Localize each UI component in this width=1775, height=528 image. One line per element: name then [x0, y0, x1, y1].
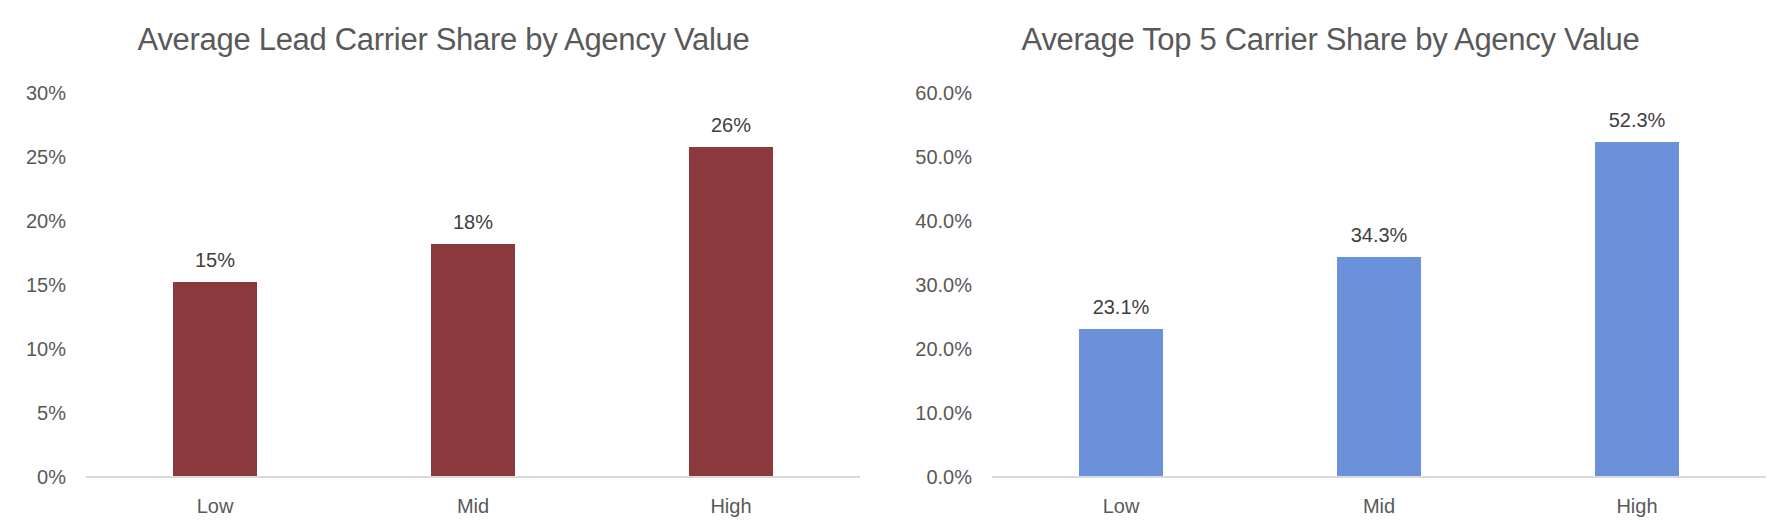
y-tick-label: 20.0% — [915, 337, 972, 361]
data-label-mid: 18% — [393, 211, 553, 233]
x-tick-label-high: High — [1616, 494, 1657, 518]
y-axis-labels: 60.0%50.0%40.0%30.0%20.0%10.0%0.0% — [887, 93, 972, 477]
y-tick-label: 60.0% — [915, 81, 972, 105]
bar-low — [173, 282, 257, 476]
bar-high — [689, 147, 773, 476]
x-tick-label-high: High — [710, 494, 751, 518]
bar-high — [1595, 142, 1679, 476]
x-tick-label-low: Low — [1103, 494, 1140, 518]
y-tick-label: 20% — [26, 209, 66, 233]
x-axis-line — [992, 476, 1766, 478]
bar-mid — [431, 244, 515, 476]
x-tick-label-mid: Mid — [1363, 494, 1395, 518]
chart-title: Average Lead Carrier Share by Agency Val… — [0, 22, 887, 58]
chart-lead-carrier-share: Average Lead Carrier Share by Agency Val… — [0, 0, 887, 528]
data-label-low: 23.1% — [1041, 296, 1201, 318]
y-axis-labels: 30%25%20%15%10%5%0% — [0, 93, 66, 477]
bar-low — [1079, 329, 1163, 476]
y-tick-label: 30.0% — [915, 273, 972, 297]
y-tick-label: 15% — [26, 273, 66, 297]
data-label-high: 52.3% — [1557, 109, 1717, 131]
plot-area: 15% 18% 26% — [86, 93, 860, 476]
y-tick-label: 10% — [26, 337, 66, 361]
x-axis-labels: Low Mid High — [992, 494, 1766, 520]
x-axis-line — [86, 476, 860, 478]
y-tick-label: 10.0% — [915, 401, 972, 425]
y-tick-label: 30% — [26, 81, 66, 105]
chart-canvas: Average Lead Carrier Share by Agency Val… — [0, 0, 1775, 528]
y-tick-label: 50.0% — [915, 145, 972, 169]
bar-mid — [1337, 257, 1421, 476]
y-tick-label: 0.0% — [926, 465, 972, 489]
y-tick-label: 0% — [37, 465, 66, 489]
y-tick-label: 5% — [37, 401, 66, 425]
x-axis-labels: Low Mid High — [86, 494, 860, 520]
data-label-mid: 34.3% — [1299, 224, 1459, 246]
y-tick-label: 40.0% — [915, 209, 972, 233]
x-tick-label-low: Low — [197, 494, 234, 518]
chart-title: Average Top 5 Carrier Share by Agency Va… — [887, 22, 1774, 58]
data-label-high: 26% — [651, 114, 811, 136]
y-tick-label: 25% — [26, 145, 66, 169]
x-tick-label-mid: Mid — [457, 494, 489, 518]
plot-area: 23.1% 34.3% 52.3% — [992, 93, 1766, 476]
chart-top5-carrier-share: Average Top 5 Carrier Share by Agency Va… — [887, 0, 1774, 528]
data-label-low: 15% — [135, 249, 295, 271]
